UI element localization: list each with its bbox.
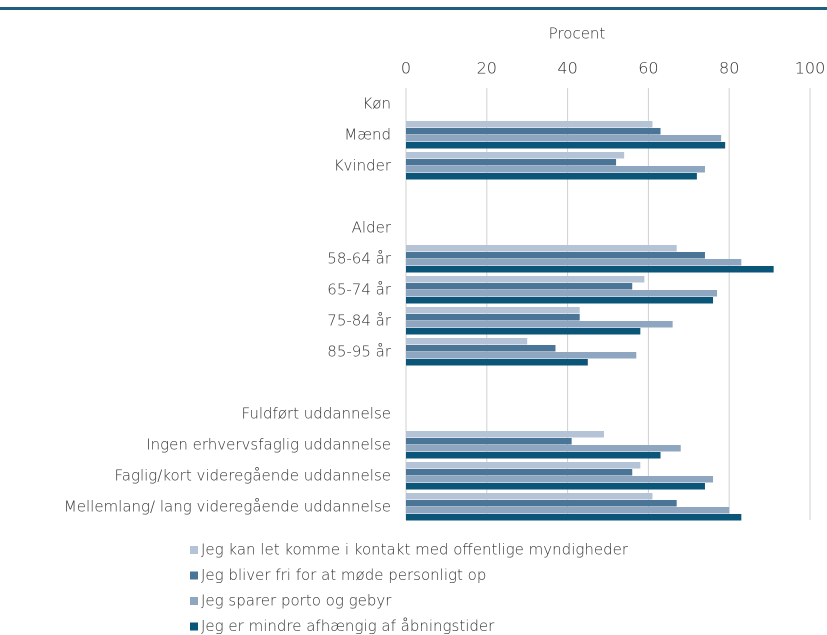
- y-tick-label: Kvinder: [334, 157, 392, 175]
- x-tick-label: 0: [401, 59, 411, 78]
- bar: [406, 290, 718, 297]
- bar: [406, 159, 617, 166]
- bar: [406, 328, 641, 335]
- bar: [406, 462, 641, 469]
- y-tick-label: Køn: [362, 95, 391, 113]
- bar: [406, 276, 645, 283]
- bar: [406, 445, 681, 452]
- bar: [406, 307, 580, 314]
- bar: [406, 283, 633, 290]
- legend-swatch: [190, 597, 198, 605]
- bar: [406, 431, 604, 438]
- bar: [406, 128, 661, 135]
- bar: [406, 483, 705, 490]
- bar: [406, 142, 726, 149]
- legend-label: Jeg bliver fri for at møde personligt op: [201, 566, 486, 584]
- bar: [406, 166, 705, 173]
- bar: [406, 359, 588, 366]
- bar: [406, 173, 697, 180]
- y-tick-label: Alder: [352, 219, 392, 237]
- y-tick-label: 65-74 år: [327, 281, 392, 299]
- x-tick-label: 80: [719, 59, 739, 78]
- legend-swatch: [190, 546, 198, 554]
- bar: [406, 452, 661, 459]
- x-tick-label: 20: [477, 59, 497, 78]
- bar: [406, 500, 677, 507]
- bar: [406, 259, 742, 266]
- y-tick-label: 75-84 år: [327, 312, 392, 330]
- bar: [406, 252, 705, 259]
- y-tick-label: Mænd: [344, 126, 391, 144]
- bar: [406, 314, 580, 321]
- bar: [406, 476, 714, 483]
- bar: [406, 321, 673, 328]
- bar: [406, 152, 625, 159]
- top-rule: [0, 7, 827, 10]
- bar: [406, 135, 722, 142]
- legend-swatch: [190, 622, 198, 631]
- bar: [406, 245, 677, 252]
- bar: [406, 438, 572, 445]
- bar: [406, 514, 742, 521]
- legend-swatch: [190, 571, 198, 580]
- y-tick-label: Mellemlang/ lang videregående uddannelse: [64, 498, 391, 516]
- bar: [406, 493, 653, 500]
- bar: [406, 507, 730, 514]
- bar: [406, 297, 714, 304]
- bar: [406, 338, 528, 345]
- x-axis-title: Procent: [549, 25, 606, 43]
- y-tick-label: 85-95 år: [327, 343, 392, 361]
- y-tick-label: Ingen erhvervsfaglig uddannelse: [146, 436, 391, 454]
- y-tick-label: Faglig/kort videregående uddannelse: [115, 467, 391, 485]
- x-tick-label: 40: [557, 59, 577, 78]
- bar: [406, 352, 637, 359]
- legend-label: Jeg kan let komme i kontakt med offentli…: [201, 541, 629, 559]
- y-tick-label: Fuldført uddannelse: [242, 405, 391, 423]
- bar: [406, 121, 653, 128]
- y-tick-label: 58-64 år: [327, 250, 392, 268]
- bar: [406, 266, 774, 273]
- bar: [406, 469, 633, 476]
- x-tick-label: 100: [795, 59, 826, 78]
- bar: [406, 345, 556, 352]
- legend-label: Jeg er mindre afhængig af åbningstider: [201, 617, 495, 635]
- x-tick-label: 60: [638, 59, 658, 78]
- legend-label: Jeg sparer porto og gebyr: [201, 592, 392, 610]
